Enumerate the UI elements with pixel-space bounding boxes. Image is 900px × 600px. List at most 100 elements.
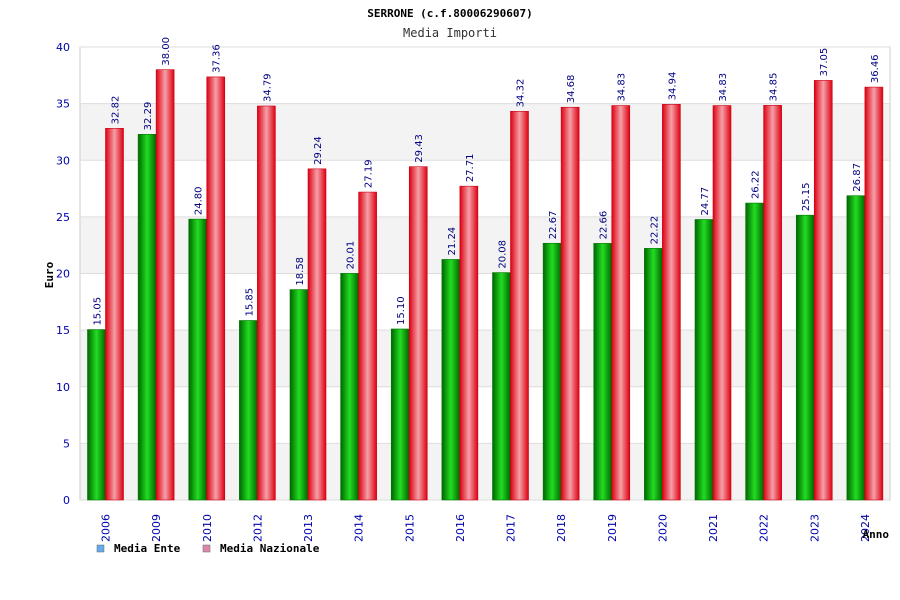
bar-media-ente-2010 — [188, 218, 208, 501]
bar-value-label: 25.15 — [801, 183, 812, 212]
x-tick-label: 2021 — [707, 514, 720, 542]
x-axis-label: Anno — [863, 528, 890, 541]
x-tick-label: 2006 — [100, 514, 113, 542]
bar-value-label: 15.10 — [396, 296, 407, 325]
bar-value-label: 32.29 — [143, 102, 154, 131]
bar-media-ente-2006 — [87, 329, 106, 501]
bar-media-ente-2021 — [694, 219, 714, 501]
bar-media-nazionale-2009 — [155, 69, 175, 501]
x-tick-label: 2018 — [555, 514, 568, 542]
x-tick-label: 2013 — [302, 514, 315, 542]
x-tick-label: 2010 — [201, 514, 214, 542]
y-axis-label: Euro — [43, 261, 56, 288]
bar-media-nazionale-2023 — [813, 80, 833, 501]
bar-value-label: 15.85 — [244, 288, 255, 317]
y-tick-label: 5 — [63, 437, 70, 450]
x-tick-label: 2022 — [758, 514, 771, 542]
y-tick-label: 10 — [56, 381, 70, 394]
legend-swatch — [202, 544, 211, 553]
bar-media-nazionale-2019 — [611, 105, 631, 501]
chart-title: SERRONE (c.f.80006290607) — [367, 7, 533, 20]
x-tick-label: 2017 — [505, 514, 518, 542]
legend-swatch — [96, 544, 105, 553]
y-tick-label: 25 — [56, 211, 70, 224]
bar-media-nazionale-2013 — [307, 168, 327, 501]
bar-value-label: 36.46 — [870, 54, 881, 83]
bar-media-ente-2023 — [795, 214, 815, 501]
bar-value-label: 32.82 — [111, 96, 122, 125]
bar-value-label: 21.24 — [447, 227, 458, 256]
bar-value-label: 38.00 — [161, 37, 172, 66]
bar-value-label: 34.94 — [667, 72, 678, 101]
bar-media-ente-2017 — [492, 272, 511, 501]
bar-value-label: 34.68 — [566, 75, 577, 104]
data-labels: 15.05 32.82 32.29 38.00 24.80 37.36 15.85 34.79… — [93, 37, 881, 326]
x-tick-label: 2012 — [251, 514, 264, 542]
bar-media-ente-2024 — [846, 195, 866, 501]
bars — [87, 69, 884, 501]
legend-label: Media Ente — [114, 542, 181, 555]
legend-label: Media Nazionale — [220, 542, 320, 555]
bar-value-label: 15.05 — [93, 297, 104, 326]
bar-media-ente-2016 — [441, 259, 461, 501]
x-tick-label: 2016 — [454, 514, 467, 542]
bar-value-label: 22.22 — [649, 216, 660, 245]
bar-value-label: 26.22 — [751, 170, 762, 199]
bar-media-ente-2009 — [137, 134, 157, 501]
y-tick-label: 40 — [56, 41, 70, 54]
bar-media-nazionale-2015 — [408, 166, 428, 501]
y-tick-label: 15 — [56, 324, 70, 337]
bar-value-label: 37.36 — [212, 44, 223, 73]
bar-media-ente-2014 — [340, 273, 359, 501]
x-tick-label: 2009 — [150, 514, 163, 542]
bar-value-label: 34.83 — [718, 73, 729, 102]
x-tick-label: 2015 — [403, 514, 416, 542]
bar-media-ente-2022 — [745, 202, 764, 501]
bar-value-label: 24.80 — [194, 186, 205, 215]
bar-value-label: 34.32 — [516, 79, 527, 108]
x-tick-label: 2020 — [656, 514, 669, 542]
bar-value-label: 29.24 — [313, 136, 324, 165]
bar-value-label: 22.67 — [548, 211, 559, 240]
bar-value-label: 20.08 — [498, 240, 509, 269]
x-tick-label: 2024 — [859, 514, 872, 542]
bar-value-label: 27.19 — [364, 159, 375, 188]
bar-value-label: 37.05 — [819, 48, 830, 77]
bar-media-nazionale-2017 — [510, 111, 529, 501]
bar-media-nazionale-2016 — [459, 185, 479, 501]
legend: Media Ente Media Nazionale — [96, 542, 320, 555]
x-tick-label: 2014 — [353, 514, 366, 542]
y-tick-label: 35 — [56, 98, 70, 111]
x-axis-ticks: 2006 2009 2010 2012 2013 2014 2015 2016 2017 2018… — [100, 514, 872, 542]
y-tick-label: 20 — [56, 268, 70, 281]
x-tick-label: 2023 — [808, 514, 821, 542]
bar-value-label: 34.79 — [262, 73, 273, 102]
bar-media-nazionale-2021 — [712, 105, 732, 501]
bar-media-ente-2015 — [390, 328, 410, 501]
bar-value-label: 34.85 — [769, 73, 780, 102]
bar-media-nazionale-2014 — [358, 191, 377, 501]
y-tick-label: 30 — [56, 154, 70, 167]
bar-value-label: 22.66 — [599, 211, 610, 240]
bar-value-label: 34.83 — [617, 73, 628, 102]
bar-value-label: 18.58 — [295, 257, 306, 286]
bar-value-label: 24.77 — [700, 187, 711, 216]
bar-media-ente-2013 — [289, 289, 309, 501]
x-tick-label: 2019 — [606, 514, 619, 542]
bar-media-nazionale-2006 — [105, 128, 124, 501]
y-axis-ticks: 0 5 10 15 20 25 30 35 40 — [56, 41, 70, 507]
bar-value-label: 27.71 — [465, 154, 476, 183]
bar-media-nazionale-2022 — [763, 105, 782, 501]
bar-media-ente-2020 — [644, 248, 663, 501]
bar-media-ente-2019 — [593, 243, 613, 501]
bar-value-label: 26.87 — [852, 163, 863, 192]
chart-subtitle: Media Importi — [403, 26, 497, 40]
bar-media-ente-2018 — [542, 242, 562, 501]
bar-media-nazionale-2018 — [560, 106, 580, 501]
bar-media-nazionale-2012 — [257, 105, 276, 501]
bar-media-nazionale-2024 — [864, 86, 884, 501]
bar-media-nazionale-2010 — [206, 76, 226, 501]
y-tick-label: 0 — [63, 494, 70, 507]
bar-media-nazionale-2020 — [662, 104, 681, 501]
